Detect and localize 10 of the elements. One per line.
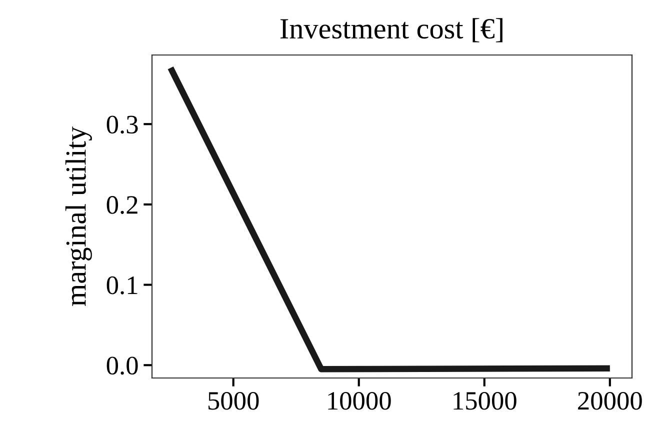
x-tick-label: 15000 xyxy=(454,392,516,410)
y-tick-label: 0.3 xyxy=(106,116,138,134)
y-tick-label: 0.1 xyxy=(106,276,138,294)
chart-title: Investment cost [€] xyxy=(280,18,502,42)
x-tick-label: 5000 xyxy=(208,392,259,410)
y-tick-label: 0.0 xyxy=(106,356,138,375)
x-tick-label: 10000 xyxy=(328,392,391,410)
y-tick-label: 0.2 xyxy=(106,196,138,214)
y-axis-title: marginal utility xyxy=(65,126,92,306)
x-tick-label: 20000 xyxy=(578,392,642,410)
